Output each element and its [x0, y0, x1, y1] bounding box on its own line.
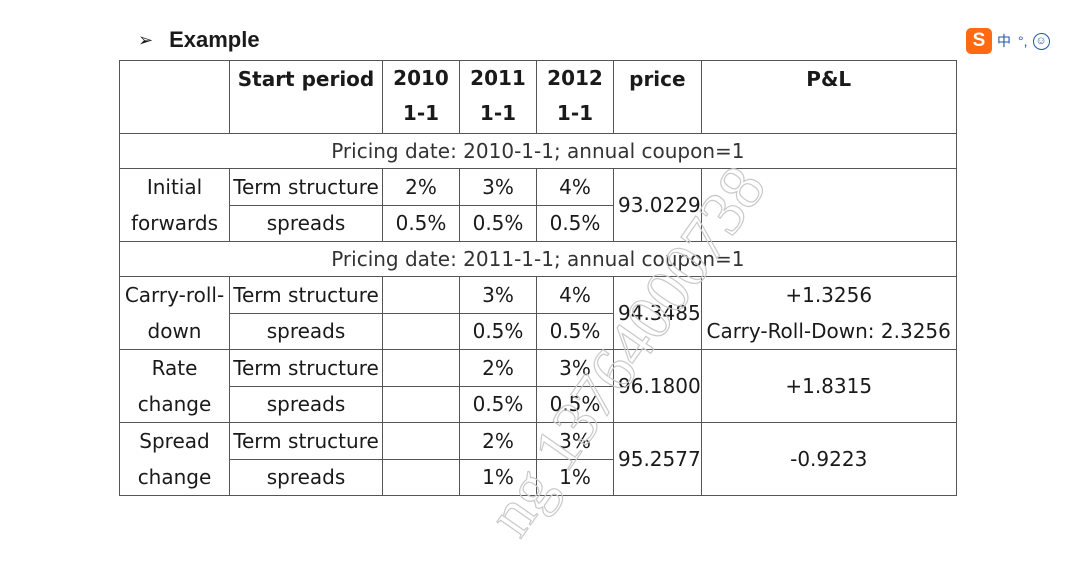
- table-row: spreads 1% 1%: [120, 458, 957, 496]
- header-2011: 2011 1-1: [459, 60, 537, 134]
- cell-value: 0.5%: [459, 204, 537, 242]
- cell-value: [382, 276, 460, 314]
- pnl-value: +1.3256 Carry-Roll-Down: 2.3256: [700, 276, 957, 350]
- table-row: Initial forwards Term structure 2% 3% 4% …: [119, 168, 957, 242]
- cell-value: [382, 422, 460, 460]
- cell-value: 0.5%: [459, 312, 537, 350]
- pnl-value: -0.9223: [700, 422, 957, 496]
- spreads-label: spreads: [229, 312, 383, 350]
- term-structure-label: Term structure: [229, 422, 383, 460]
- pnl-value: [700, 168, 957, 242]
- ime-emoji-icon[interactable]: ☺: [1032, 32, 1050, 50]
- row-label-rate: Rate change: [119, 349, 230, 423]
- cell-value: 3%: [459, 168, 537, 206]
- cell-value: 1%: [536, 458, 614, 496]
- cell-value: 3%: [459, 276, 537, 314]
- cell-value: 4%: [536, 168, 614, 206]
- header-price: price: [613, 60, 702, 134]
- row-label-spread: Spread change: [119, 422, 230, 496]
- cell-value: 3%: [536, 422, 614, 460]
- cell-value: 0.5%: [536, 204, 614, 242]
- arrow-bullet-icon: ➢: [138, 30, 154, 50]
- ime-punctuation-toggle[interactable]: °,: [1018, 33, 1028, 49]
- header-row: Start period 2010 1-1 2011 1-1 2012 1-1 pri…: [119, 60, 957, 134]
- ime-toolbar[interactable]: S 中 °, ☺: [966, 28, 1050, 54]
- cell-value: 0.5%: [536, 312, 614, 350]
- section-row: Pricing date: 2010-1-1; annual coupon=1: [119, 133, 957, 169]
- header-pnl: P&L: [700, 60, 957, 134]
- sogou-logo-icon[interactable]: S: [966, 28, 992, 54]
- section-heading: ➢ Example: [138, 24, 260, 56]
- price-value: 96.1800: [613, 349, 702, 423]
- spreads-label: spreads: [229, 458, 383, 496]
- term-structure-label: Term structure: [229, 168, 383, 206]
- cell-value: [382, 349, 460, 387]
- pnl-attribution-table: Start period 2010 1-1 2011 1-1 2012 1-1 pri…: [119, 60, 957, 496]
- table-row: Rate change Term structure 2% 3% 96.1800 …: [119, 349, 957, 423]
- table-row: Spread change Term structure 2% 3% 95.257…: [119, 422, 957, 496]
- pnl-value: +1.8315: [700, 349, 957, 423]
- cell-value: [382, 312, 460, 350]
- cell-value: 0.5%: [459, 385, 537, 423]
- price-value: 93.0229: [613, 168, 702, 242]
- row-label-carry: Carry-roll-down: [119, 276, 230, 350]
- cell-value: 1%: [459, 458, 537, 496]
- table-row: Carry-roll-down Term structure 3% 4% 94.…: [119, 276, 957, 350]
- cell-value: 2%: [459, 349, 537, 387]
- cell-value: 0.5%: [382, 204, 460, 242]
- spreads-label: spreads: [229, 204, 383, 242]
- header-start-period: Start period: [229, 60, 383, 134]
- cell-value: 2%: [382, 168, 460, 206]
- price-value: 94.3485: [613, 276, 702, 350]
- cell-value: 4%: [536, 276, 614, 314]
- section-row: Pricing date: 2011-1-1; annual coupon=1: [119, 241, 957, 277]
- pricing-date-2011: Pricing date: 2011-1-1; annual coupon=1: [119, 241, 957, 277]
- cell-value: [382, 385, 460, 423]
- cell-value: 2%: [459, 422, 537, 460]
- header-2012: 2012 1-1: [536, 60, 614, 134]
- spreads-label: spreads: [229, 385, 383, 423]
- header-2010: 2010 1-1: [382, 60, 460, 134]
- heading-title: Example: [169, 27, 260, 52]
- ime-language-toggle[interactable]: 中: [997, 33, 1011, 49]
- row-label-initial: Initial forwards: [119, 168, 230, 242]
- table-row: spreads 0.5% 0.5%: [120, 385, 957, 423]
- cell-value: 3%: [536, 349, 614, 387]
- cell-value: 0.5%: [536, 385, 614, 423]
- header-empty-cell: [119, 60, 230, 134]
- price-value: 95.2577: [613, 422, 702, 496]
- pricing-date-2010: Pricing date: 2010-1-1; annual coupon=1: [119, 133, 957, 169]
- term-structure-label: Term structure: [229, 276, 383, 314]
- term-structure-label: Term structure: [229, 349, 383, 387]
- cell-value: [382, 458, 460, 496]
